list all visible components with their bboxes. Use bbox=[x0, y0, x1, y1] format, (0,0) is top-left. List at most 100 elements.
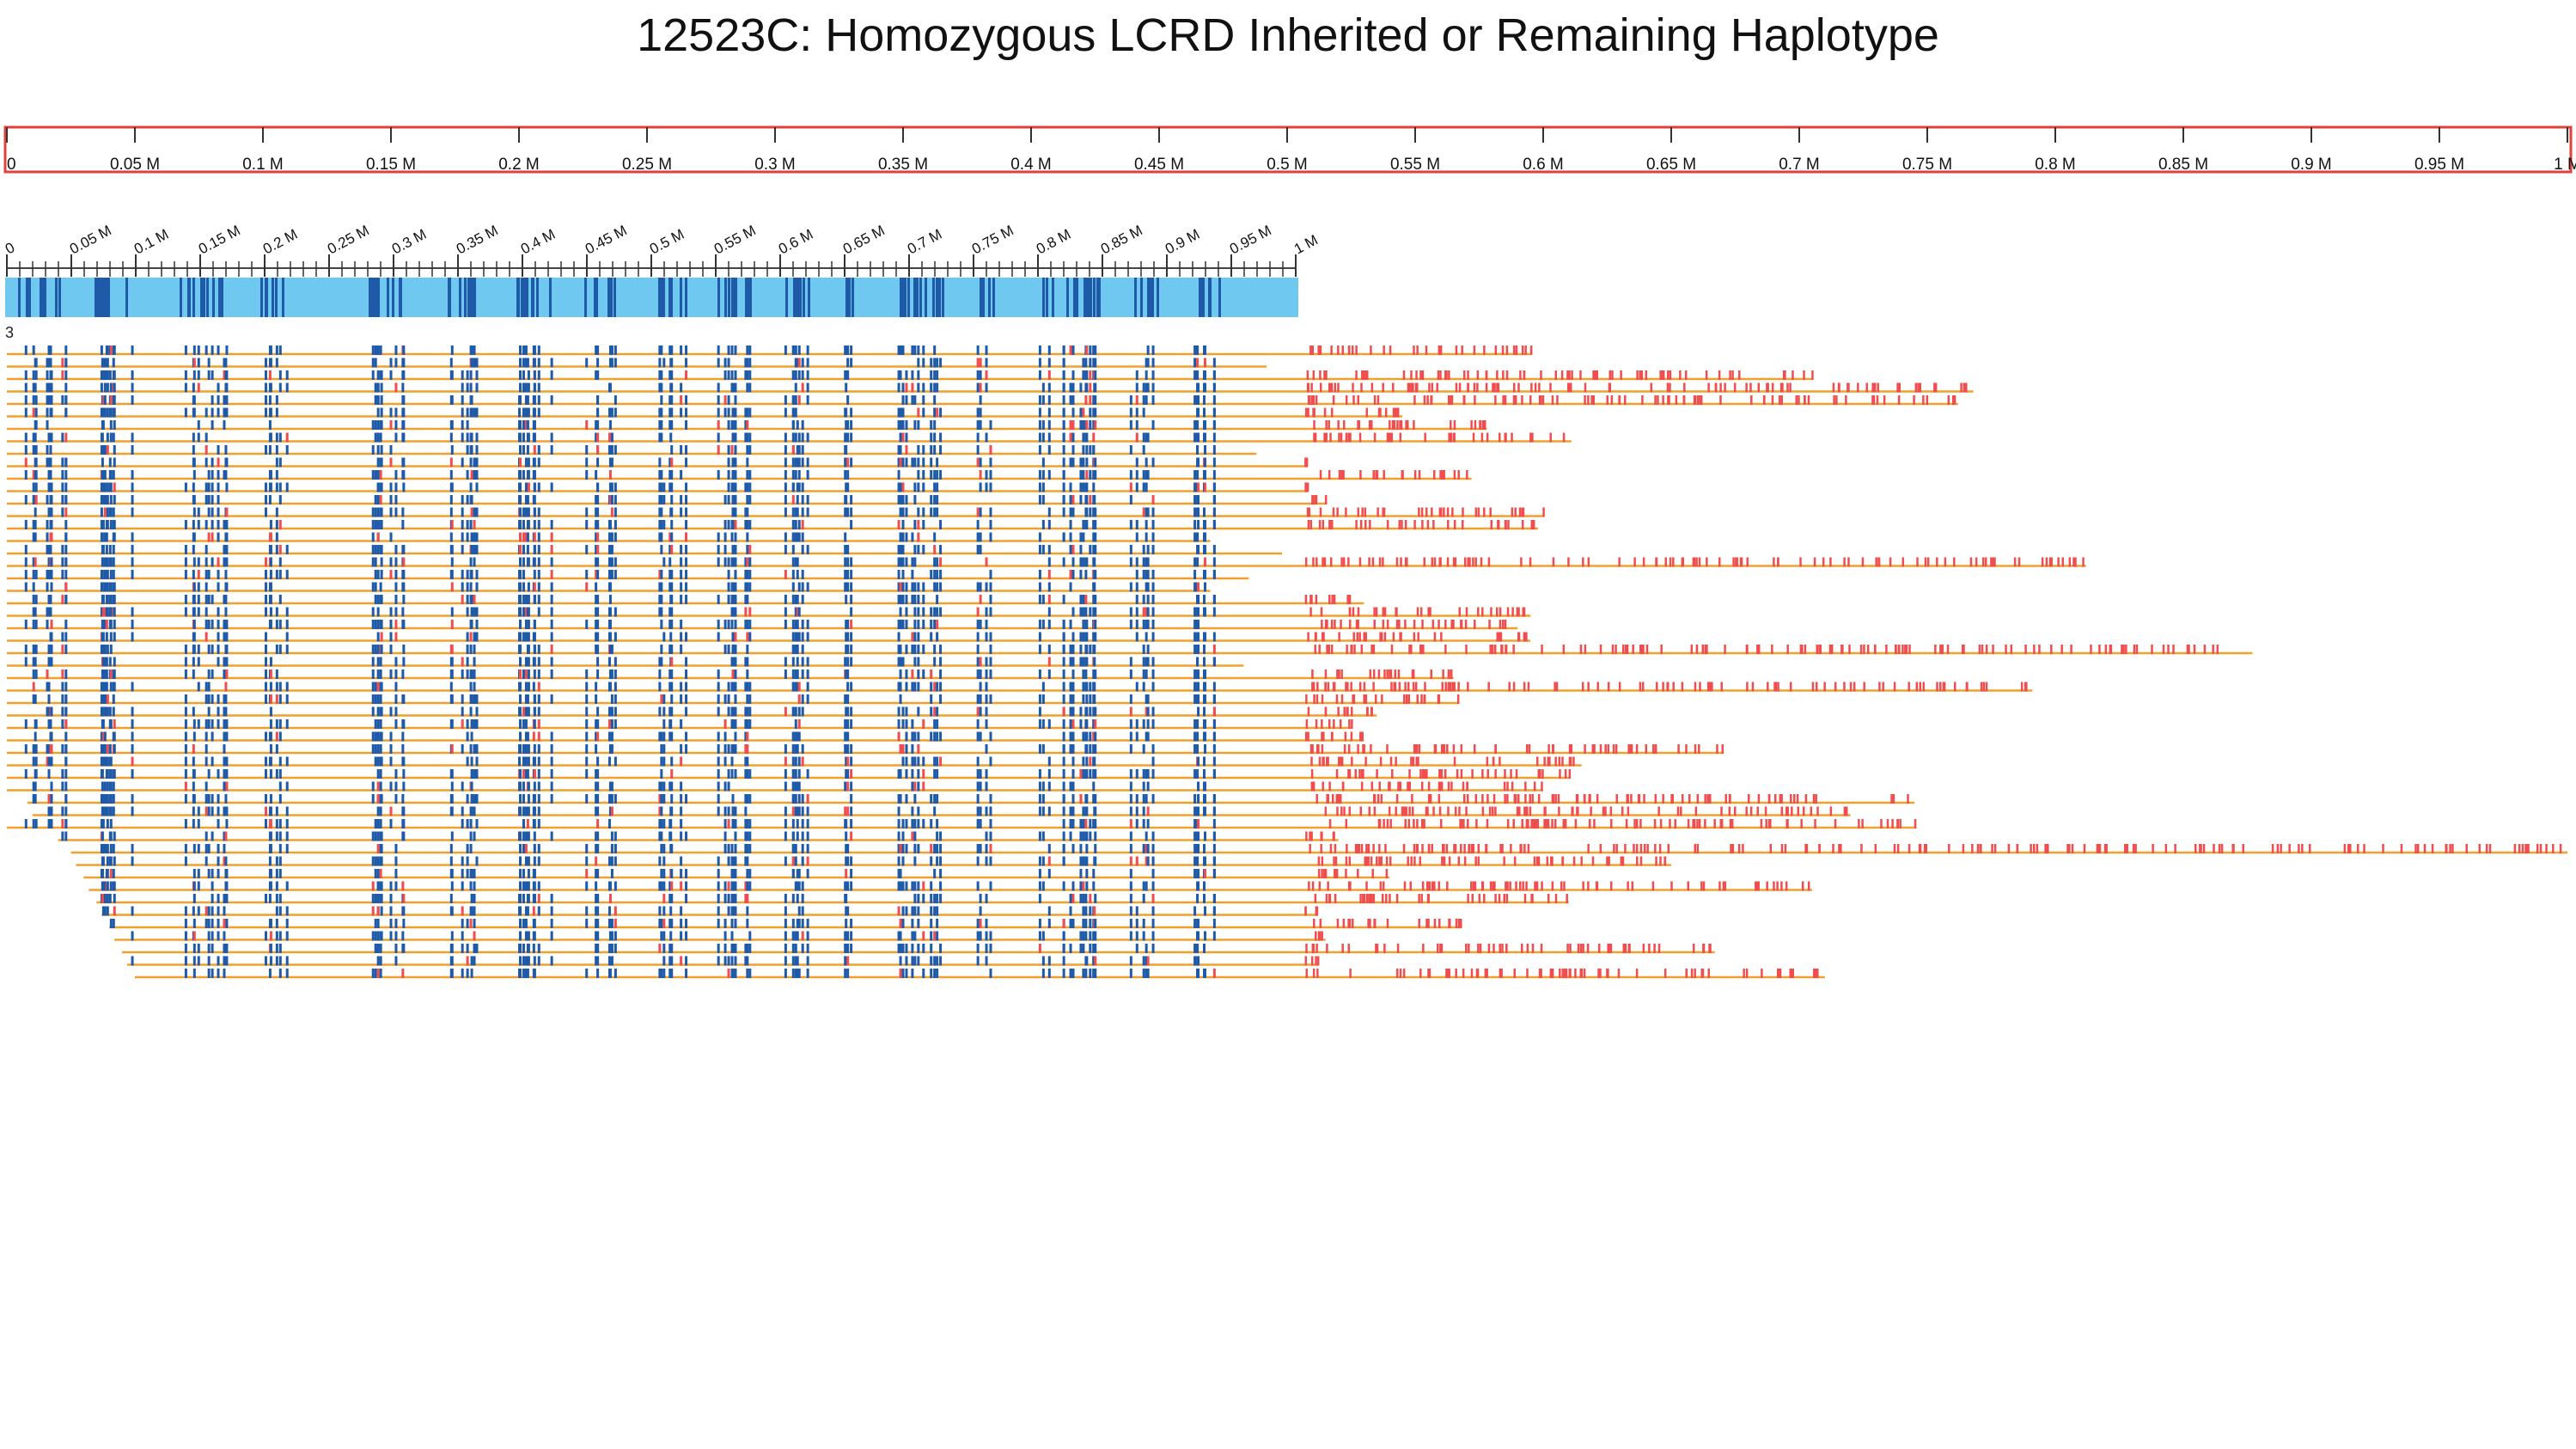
match-mark bbox=[197, 645, 200, 654]
match-mark bbox=[374, 582, 377, 592]
match-mark bbox=[899, 595, 902, 604]
reference-variant-mark bbox=[104, 278, 107, 317]
match-mark bbox=[1146, 358, 1150, 368]
match-mark bbox=[184, 657, 187, 667]
mismatch-mark bbox=[394, 620, 398, 629]
mismatch-mark bbox=[1312, 407, 1315, 418]
read-row bbox=[7, 744, 1724, 755]
match-mark bbox=[930, 457, 933, 468]
mismatch-mark bbox=[1562, 645, 1566, 654]
mismatch-mark bbox=[1483, 420, 1486, 430]
match-mark bbox=[1079, 706, 1083, 717]
mismatch-mark bbox=[1608, 382, 1612, 393]
match-mark bbox=[784, 457, 787, 468]
match-mark bbox=[1071, 694, 1075, 704]
match-mark bbox=[64, 669, 68, 679]
match-mark bbox=[524, 694, 528, 704]
match-mark bbox=[1085, 731, 1089, 742]
reference-variant-mark bbox=[18, 278, 21, 317]
mismatch-mark bbox=[1645, 370, 1648, 380]
match-mark bbox=[371, 345, 375, 355]
mismatch-mark bbox=[1662, 370, 1665, 380]
mismatch-mark bbox=[1384, 407, 1388, 418]
match-mark bbox=[380, 407, 383, 418]
match-mark bbox=[192, 370, 196, 380]
reference-bar-fill bbox=[5, 278, 1298, 317]
mismatch-mark bbox=[1354, 769, 1358, 779]
mismatch-mark bbox=[1568, 382, 1571, 393]
reference-variant-mark bbox=[1086, 278, 1089, 317]
mismatch-mark bbox=[1451, 507, 1454, 517]
reference-variant-mark bbox=[662, 278, 665, 317]
match-mark bbox=[985, 582, 988, 592]
match-mark bbox=[1047, 432, 1051, 443]
match-mark bbox=[264, 769, 267, 779]
match-mark bbox=[1146, 731, 1150, 742]
match-mark bbox=[184, 345, 187, 355]
match-mark bbox=[533, 482, 536, 492]
match-mark bbox=[394, 432, 398, 443]
match-mark bbox=[1129, 470, 1132, 480]
match-mark bbox=[371, 470, 375, 480]
match-mark bbox=[717, 432, 720, 443]
mismatch-mark bbox=[1310, 382, 1313, 393]
mismatch-mark bbox=[1735, 557, 1737, 567]
match-mark bbox=[1038, 645, 1041, 654]
mismatch-mark bbox=[1355, 345, 1358, 355]
match-mark bbox=[1082, 457, 1085, 468]
mismatch-mark bbox=[1412, 382, 1414, 393]
match-mark bbox=[791, 482, 795, 492]
match-mark bbox=[470, 432, 473, 443]
match-mark bbox=[402, 457, 406, 468]
match-mark bbox=[850, 682, 853, 692]
match-mark bbox=[662, 520, 666, 529]
mismatch-mark bbox=[797, 682, 801, 692]
match-mark bbox=[727, 682, 730, 692]
mismatch-mark bbox=[1458, 607, 1461, 617]
match-mark bbox=[899, 769, 902, 779]
reference-variant-mark bbox=[732, 278, 735, 317]
read-row bbox=[7, 781, 1543, 792]
match-mark bbox=[374, 382, 377, 393]
match-mark bbox=[34, 532, 37, 542]
match-mark bbox=[1085, 445, 1089, 455]
match-mark bbox=[264, 694, 267, 704]
match-mark bbox=[731, 382, 735, 393]
match-mark bbox=[608, 345, 612, 355]
match-mark bbox=[112, 470, 115, 480]
match-mark bbox=[899, 620, 902, 629]
match-mark bbox=[913, 520, 917, 529]
match-mark bbox=[1062, 682, 1065, 692]
match-mark bbox=[475, 370, 479, 380]
mismatch-mark bbox=[1311, 744, 1314, 754]
mismatch-mark bbox=[1361, 370, 1364, 380]
match-mark bbox=[527, 470, 530, 480]
match-mark bbox=[1197, 682, 1200, 692]
match-mark bbox=[109, 632, 113, 642]
match-mark bbox=[670, 645, 674, 654]
match-mark bbox=[746, 669, 749, 679]
mismatch-mark bbox=[1462, 520, 1464, 529]
match-mark bbox=[989, 669, 992, 679]
match-mark bbox=[933, 607, 937, 617]
match-mark bbox=[791, 595, 795, 604]
mismatch-mark bbox=[1333, 595, 1336, 604]
match-mark bbox=[610, 345, 613, 355]
match-mark bbox=[269, 570, 272, 579]
reference-ruler-label: 0.4 M bbox=[518, 226, 558, 258]
match-mark bbox=[1145, 570, 1148, 579]
match-mark bbox=[917, 706, 920, 717]
mismatch-mark bbox=[1496, 370, 1499, 380]
mismatch-mark bbox=[1733, 382, 1737, 393]
match-mark bbox=[723, 694, 727, 704]
match-mark bbox=[1047, 545, 1051, 554]
mismatch-mark bbox=[1699, 682, 1701, 692]
mismatch-mark bbox=[1321, 620, 1323, 629]
mismatch-mark bbox=[1466, 470, 1468, 480]
mismatch-mark bbox=[1934, 382, 1938, 393]
match-mark bbox=[1041, 395, 1045, 405]
mismatch-mark bbox=[1092, 432, 1096, 443]
match-mark bbox=[103, 370, 107, 380]
match-mark bbox=[131, 545, 134, 554]
match-mark bbox=[192, 507, 196, 517]
